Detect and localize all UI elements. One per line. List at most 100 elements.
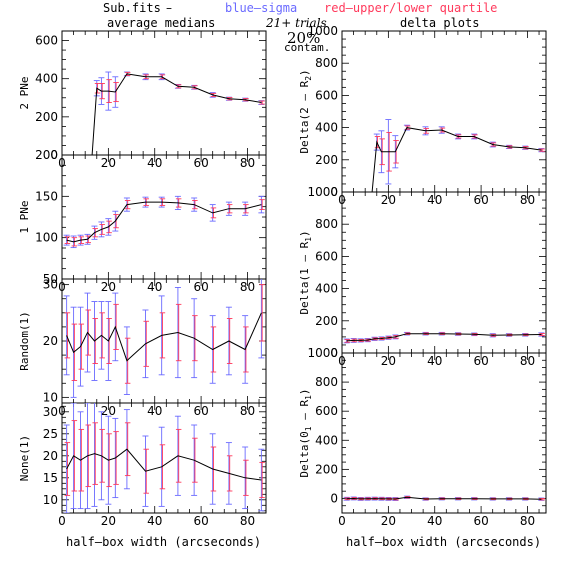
y-tick-label: 400 [315,282,338,296]
x-tick-label: 80 [240,156,255,170]
y-tick-label: 0 [330,185,338,199]
y-tick-label: 1000 [307,346,338,360]
series-group [343,495,545,501]
series-line [346,127,542,192]
y-tick-label: 0 [50,148,58,162]
y-tick-label: 15 [43,471,58,485]
y-tick-label: 800 [315,56,338,70]
contam-pct: 20% [287,29,320,47]
y-tick-label: 200 [315,153,338,167]
x-tick-label: 40 [147,156,162,170]
series-group [91,71,265,155]
y-tick-label: 20 [43,334,58,348]
y-tick-label: 600 [315,249,338,263]
series-line [66,312,262,362]
panel-frame [341,352,547,514]
header-file: Sub.fits [103,1,161,15]
x-tick-label: 40 [427,514,442,528]
y-tick-label: 30 [43,405,58,419]
x-tick-label: 60 [473,514,488,528]
x-tick-label: 0 [58,514,66,528]
x-tick-label: 40 [147,404,162,418]
header-red-label: red–upper/lower quartile [324,1,497,15]
x-tick-label: 40 [147,514,162,528]
y-tick-label: 800 [315,375,338,389]
series-line [346,496,542,500]
x-tick-label: 60 [473,354,488,368]
right-subtitle: delta plots [400,16,479,30]
panel-frame [341,191,547,354]
y-axis-label: Random(1) [18,311,31,371]
left-subtitle: average medians [107,16,215,30]
series-line [346,333,542,342]
x-tick-label: 60 [193,514,208,528]
header-blue-label: blue–sigma [225,1,297,15]
x-tick-label: 60 [193,280,208,294]
series-group [63,403,265,513]
y-tick-label: 1000 [307,185,338,199]
y-tick-label: 600 [35,34,58,48]
y-tick-label: 400 [315,121,338,135]
y-axis-label: 1 PNe [18,200,31,233]
x-tick-label: 80 [520,193,535,207]
x-tick-label: 40 [427,193,442,207]
y-tick-label: 200 [315,462,338,476]
series-group [63,195,265,249]
x-tick-label: 20 [101,156,116,170]
series-group [343,331,545,344]
trials-label: 21+ trials [265,16,327,30]
series-line [66,201,262,243]
y-tick-label: 200 [35,110,58,124]
x-tick-label: 80 [240,514,255,528]
x-tick-label: 60 [193,156,208,170]
y-tick-label: 50 [43,272,58,286]
x-axis-label-right: half–box width (arcseconds) [346,535,541,549]
y-tick-label: 10 [43,390,58,404]
panel-frame [61,278,267,404]
x-tick-label: 20 [101,404,116,418]
y-tick-label: 25 [43,427,58,441]
y-tick-label: 200 [315,314,338,328]
contam-word: contam. [284,41,330,54]
y-axis-label: None(1) [18,435,31,481]
y-axis-label: Delta(1 – R1) [298,230,313,314]
x-tick-label: 60 [193,404,208,418]
y-tick-label: 20 [43,449,58,463]
header-dash: – [166,1,172,15]
panel-frame [341,30,547,193]
y-tick-label: 10 [43,493,58,507]
series-group [346,119,545,192]
x-tick-label: 40 [147,280,162,294]
x-tick-label: 20 [101,280,116,294]
x-tick-label: 20 [381,354,396,368]
x-tick-label: 80 [240,280,255,294]
y-tick-label: 400 [315,433,338,447]
y-tick-label: 1000 [307,24,338,38]
x-tick-label: 20 [381,514,396,528]
panel-p1pne: 0 20 40 60 80 50 100 150 200 1 PNe [18,148,267,294]
x-axis-label-left: half–box width (arcseconds) [66,535,261,549]
panel-frame [61,30,267,156]
y-tick-label: 150 [35,189,58,203]
x-tick-label: 20 [381,193,396,207]
panel-none: 0 20 40 60 80 10 15 20 25 30 None(1) [18,402,267,528]
series-line [91,73,262,155]
x-tick-label: 80 [520,514,535,528]
y-tick-label: 600 [315,404,338,418]
series-line [66,448,262,481]
y-tick-label: 0 [330,491,338,505]
y-axis-label: Delta(2 – R2) [298,69,313,153]
panel-frame [61,154,267,280]
y-tick-label: 200 [35,148,58,162]
x-tick-label: 80 [240,404,255,418]
x-tick-label: 20 [101,514,116,528]
x-tick-label: 40 [427,354,442,368]
y-tick-label: 600 [315,88,338,102]
y-tick-label: 30 [43,278,58,292]
y-axis-label: 2 PNe [18,76,31,109]
